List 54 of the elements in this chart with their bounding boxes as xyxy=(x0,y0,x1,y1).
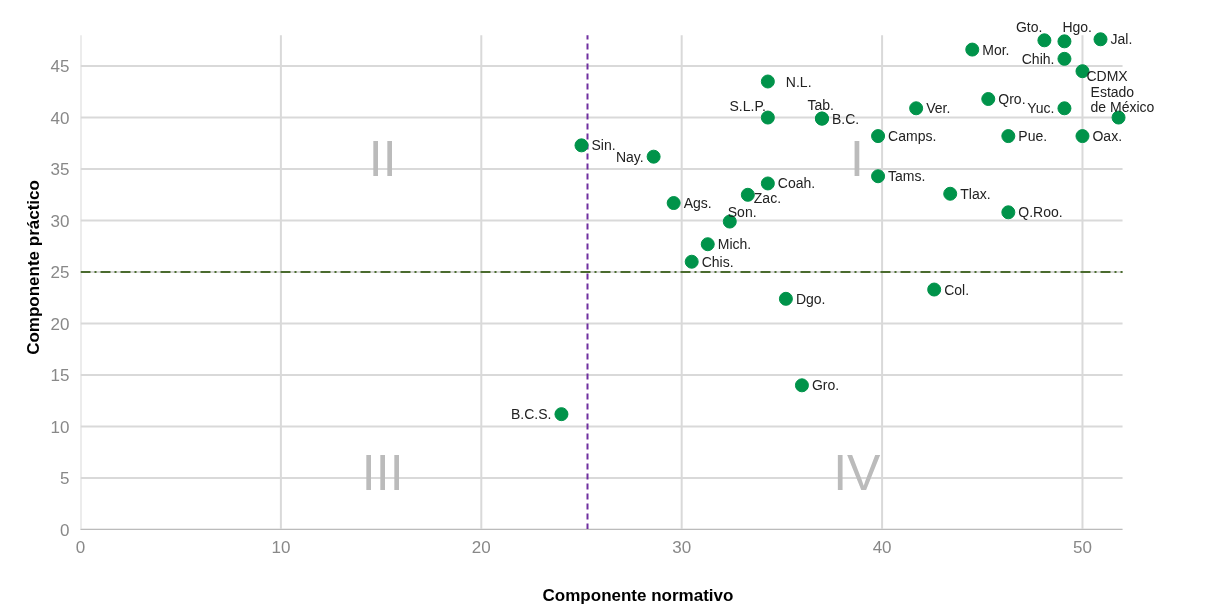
series-label: Yuc. xyxy=(1027,100,1055,117)
series-label: B.C. xyxy=(831,110,860,127)
y-tick-label: 45 xyxy=(50,57,70,77)
series-label: Nay. xyxy=(615,148,644,165)
series-label: Zac. xyxy=(753,189,782,206)
y-tick-label: 35 xyxy=(50,160,70,180)
series-label: Tams. xyxy=(888,168,926,185)
x-tick-label: 0 xyxy=(75,537,86,557)
annotation: IV xyxy=(833,444,882,501)
series-label: Jal. xyxy=(1110,31,1133,48)
series-label: Col. xyxy=(944,281,970,298)
series-label: Dgo. xyxy=(795,290,826,307)
x-tick-label: 30 xyxy=(672,537,692,557)
y-tick-label: 30 xyxy=(50,211,70,231)
x-tick-label: 40 xyxy=(872,537,892,557)
y-tick-label: 10 xyxy=(50,417,70,437)
series-label: Estado de México xyxy=(1090,83,1155,116)
series-label: CDMX xyxy=(1086,68,1129,85)
series-label: Chis. xyxy=(701,253,734,270)
annotation: II xyxy=(368,130,397,187)
series-label: Son. xyxy=(727,203,757,220)
y-tick-label: 0 xyxy=(60,520,70,540)
y-tick-label: 15 xyxy=(50,366,70,386)
series-label: Ags. xyxy=(683,195,712,212)
series-label: Sin. xyxy=(591,137,616,154)
series-label: Q.Roo. xyxy=(1018,204,1063,221)
series-label: Mor. xyxy=(982,41,1010,58)
y-tick-label: 25 xyxy=(50,263,70,283)
series-label: Coah. xyxy=(777,175,816,192)
x-tick-label: 50 xyxy=(1073,537,1092,557)
series-label: Pue. xyxy=(1018,128,1048,145)
series-label: Gro. xyxy=(811,377,840,394)
series-label: Gto. xyxy=(1015,19,1043,36)
series-label: Hgo. xyxy=(1062,19,1093,36)
series-label: B.C.S. xyxy=(510,406,552,423)
annotation: I xyxy=(849,130,864,187)
series-label: Tab. xyxy=(807,96,834,113)
series-label: Camps. xyxy=(888,128,937,145)
y-tick-label: 20 xyxy=(50,314,70,334)
series-label: Ver. xyxy=(926,100,951,117)
series-label: Oax. xyxy=(1092,128,1123,145)
annotation: III xyxy=(361,444,404,501)
series-label: Qro. xyxy=(998,91,1026,108)
y-tick-label: 5 xyxy=(60,469,70,489)
x-tick-label: 20 xyxy=(471,537,491,557)
series-label: Chih. xyxy=(1021,50,1055,67)
series-label: Tlax. xyxy=(960,185,991,202)
y-tick-label: 40 xyxy=(50,108,70,128)
series-label: S.L.P. xyxy=(729,97,766,114)
x-tick-label: 10 xyxy=(271,537,291,557)
y-axis-title: Componente práctico xyxy=(23,180,43,355)
series-label: Mich. xyxy=(717,236,752,253)
series-label: N.L. xyxy=(785,73,812,90)
x-axis-title: Componente normativo xyxy=(542,585,734,605)
